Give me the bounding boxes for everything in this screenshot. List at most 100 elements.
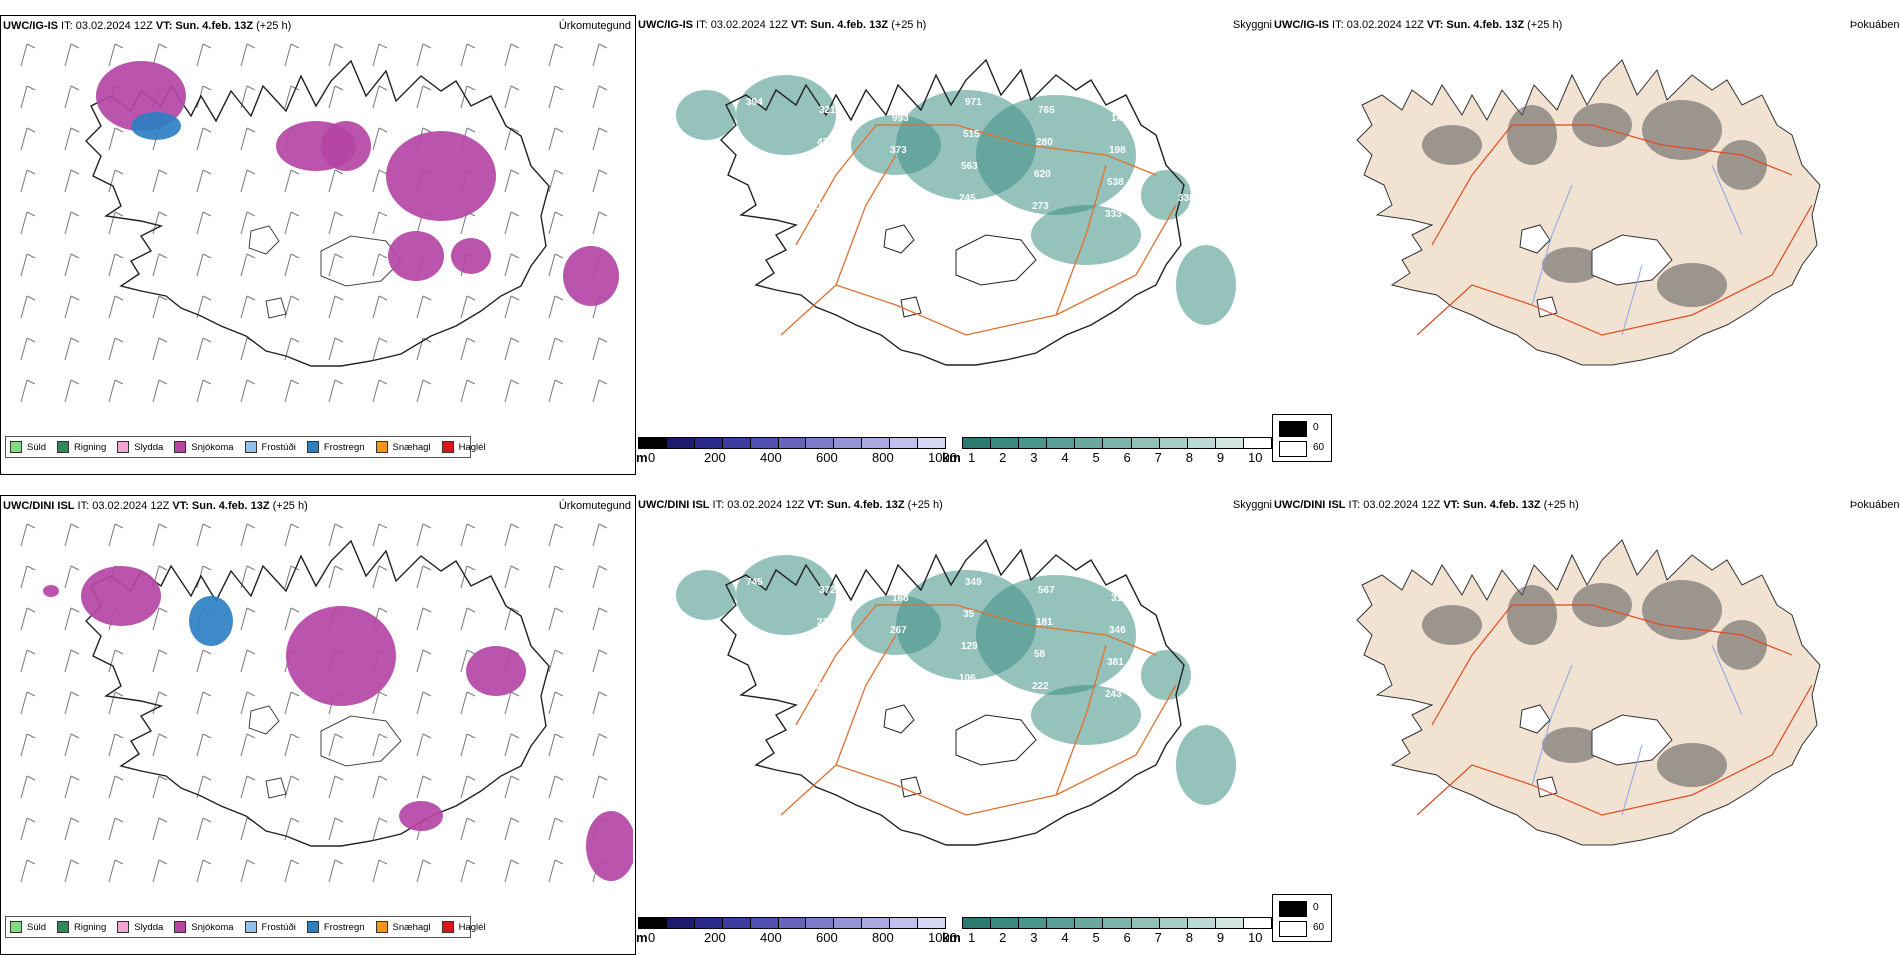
- wind-barb: [20, 775, 28, 799]
- wind-barb-flag: [114, 253, 124, 259]
- ceiling-label: 321: [819, 105, 836, 116]
- wind-barb-flag: [246, 649, 256, 655]
- ceiling-tick-label: 400: [760, 450, 782, 465]
- wind-barb-flag: [202, 379, 212, 385]
- wind-barb: [504, 85, 512, 109]
- wind-barb-flag: [202, 127, 212, 133]
- wind-barb: [372, 43, 380, 67]
- wind-barb: [20, 523, 28, 547]
- visibility-unit: km: [942, 930, 961, 945]
- wind-barb-flag: [202, 85, 212, 91]
- road: [795, 124, 1157, 246]
- legend-item: Rigning: [57, 921, 106, 933]
- colorbar-segment: [1131, 438, 1160, 448]
- river: [1531, 184, 1573, 306]
- wind-barb: [20, 127, 28, 151]
- init-time: IT: 03.02.2024 12Z: [1329, 19, 1427, 31]
- ceiling-label: 338: [1178, 193, 1195, 204]
- wind-barb: [592, 607, 600, 631]
- wind-barb: [504, 523, 512, 547]
- wind-barb-flag: [202, 775, 212, 781]
- wind-barb-flag: [378, 169, 388, 175]
- ceiling-label: 343: [888, 657, 905, 668]
- wind-barb-flag: [202, 859, 212, 865]
- wind-barb-flag: [70, 565, 80, 571]
- wind-barb-flag: [378, 379, 388, 385]
- wind-barb: [152, 817, 160, 841]
- wind-barb-flag: [422, 85, 432, 91]
- wind-barb: [372, 211, 380, 235]
- precip-area: [586, 811, 633, 881]
- road-network: [1416, 124, 1813, 336]
- wind-barb: [152, 649, 160, 673]
- wind-barb-flag: [202, 691, 212, 697]
- colorbar-segment: [1047, 438, 1076, 448]
- colorbar-segment: [890, 438, 919, 448]
- fog-signal: [1572, 583, 1632, 627]
- wind-barb-flag: [114, 169, 124, 175]
- road-network: [1416, 604, 1813, 816]
- wind-barb: [20, 733, 28, 757]
- fog-signal: [1422, 605, 1482, 645]
- wind-barb: [592, 85, 600, 109]
- wind-barb: [20, 859, 28, 883]
- model-name: UWC/DINI ISL: [638, 499, 710, 511]
- legend-swatch: [57, 441, 70, 453]
- precip-area: [563, 246, 619, 306]
- ceiling-label: 765: [1038, 105, 1055, 116]
- visibility-tick-label: 6: [1123, 450, 1131, 465]
- fog-signal: [1507, 585, 1557, 645]
- wind-barb: [152, 211, 160, 235]
- wind-barb-flag: [378, 607, 388, 613]
- precip-area: [388, 231, 444, 281]
- wind-barb: [284, 253, 292, 277]
- wind-barb: [196, 733, 204, 757]
- wind-barb-flag: [70, 733, 80, 739]
- wind-barb: [548, 523, 556, 547]
- ceiling-label: 394: [746, 97, 763, 108]
- wind-barb: [20, 169, 28, 193]
- wind-barb-flag: [246, 691, 256, 697]
- wind-barb-flag: [70, 43, 80, 49]
- wind-barb: [196, 43, 204, 67]
- wind-barb: [328, 817, 336, 841]
- legend-item: Súld: [10, 921, 46, 933]
- wind-barb: [548, 253, 556, 277]
- wind-barb: [152, 43, 160, 67]
- wind-barb-flag: [422, 691, 432, 697]
- wind-barb: [284, 733, 292, 757]
- low-cloud-area: [676, 90, 736, 140]
- ceiling-colorbar: [638, 437, 946, 449]
- wind-barb: [64, 169, 72, 193]
- wind-barb: [504, 211, 512, 235]
- init-time: IT: 03.02.2024 12Z: [74, 500, 173, 512]
- glacier-outline: [900, 776, 922, 798]
- ceiling-label: 372: [819, 585, 836, 596]
- ceiling-label: 35: [963, 609, 975, 620]
- fog-signal: [1717, 620, 1767, 670]
- wind-barb: [592, 691, 600, 715]
- visibility-colorbar: [962, 437, 1272, 449]
- ceiling-label: 168: [892, 593, 909, 604]
- wind-barb-flag: [202, 295, 212, 301]
- wind-barb-flag: [378, 337, 388, 343]
- wind-barb-flag: [334, 817, 344, 823]
- road-network: [780, 604, 1177, 816]
- wind-barb: [152, 253, 160, 277]
- wind-barb-flag: [598, 523, 608, 529]
- precip-area: [189, 596, 233, 646]
- wind-barb: [240, 859, 248, 883]
- ceiling-label: 280: [1036, 137, 1053, 148]
- wind-barb: [240, 43, 248, 67]
- wind-barb-flag: [70, 253, 80, 259]
- wind-barb: [548, 733, 556, 757]
- wind-barb-flag: [26, 607, 36, 613]
- fog-legend-bottom: 0 60: [1272, 894, 1332, 942]
- glacier-outline: [883, 704, 915, 734]
- wind-barb: [64, 565, 72, 589]
- wind-barb-flag: [422, 565, 432, 571]
- wind-barb-flag: [158, 337, 168, 343]
- ceiling-tick-label: 0: [648, 930, 656, 945]
- legend-item: Snjókoma: [174, 441, 234, 453]
- wind-barb: [284, 211, 292, 235]
